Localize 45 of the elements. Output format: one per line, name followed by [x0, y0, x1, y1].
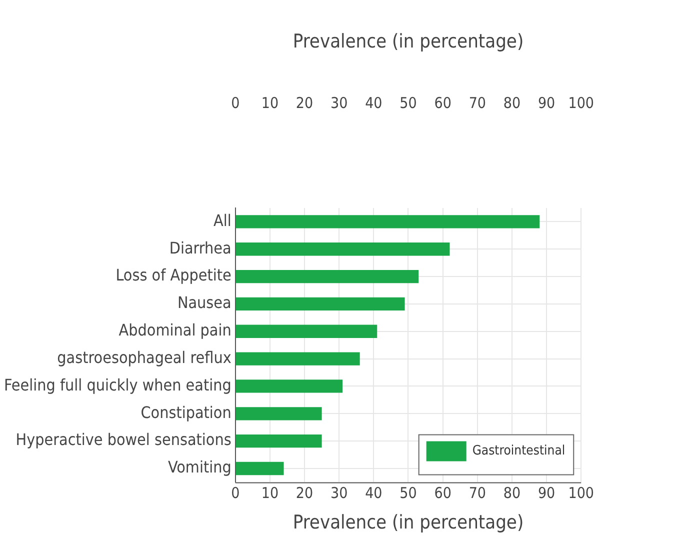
y-tick-label: Vomiting — [168, 458, 232, 477]
y-tick-label: gastroesophageal reflux — [57, 348, 232, 367]
y-tick-label: Diarrhea — [169, 238, 232, 258]
x2-tick-label: 0 — [231, 94, 240, 112]
x2-tick-label: 50 — [400, 94, 417, 112]
bar — [236, 407, 322, 420]
x2-tick-label: 100 — [568, 94, 594, 112]
y-tick-label: Loss of Appetite — [116, 266, 232, 285]
x2-tick-label: 80 — [503, 94, 521, 112]
x2-tick-label: 30 — [330, 94, 348, 112]
bar — [236, 462, 284, 476]
x-tick-label: 70 — [468, 484, 486, 502]
y-tick-label: All — [214, 210, 232, 230]
bar — [236, 242, 450, 256]
x-tick-label: 90 — [538, 484, 556, 502]
x2-tick-label: 10 — [261, 94, 279, 112]
x2-tick-label: 40 — [365, 94, 382, 112]
x2-axis-title: Prevalence (in percentage) — [292, 30, 524, 52]
x-tick-label: 60 — [434, 484, 452, 502]
y-tick-label: Hyperactive bowel sensations — [16, 430, 232, 450]
x-tick-label: 0 — [231, 484, 240, 502]
x-tick-label: 100 — [568, 484, 594, 502]
y-tick-label: Feeling full quickly when eating — [4, 375, 232, 394]
x2-tick-label: 20 — [296, 94, 314, 112]
x-tick-label: 10 — [261, 484, 279, 502]
x2-tick-label: 60 — [434, 94, 452, 112]
bar — [236, 434, 322, 448]
bar — [236, 270, 419, 284]
x2-tick-label: 70 — [468, 94, 486, 112]
x-tick-label: 30 — [330, 484, 348, 502]
y-tick-label: Nausea — [177, 293, 232, 312]
x-axis-title: Prevalence (in percentage) — [292, 512, 524, 534]
bar — [236, 380, 343, 393]
x-tick-label: 40 — [365, 484, 382, 502]
bar — [236, 352, 360, 366]
x-tick-label: 20 — [296, 484, 314, 502]
legend-label: Gastrointestinal — [472, 444, 566, 459]
x-tick-label: 50 — [400, 484, 417, 502]
x2-tick-label: 90 — [538, 94, 556, 112]
y-tick-label: Constipation — [140, 402, 232, 422]
y-tick-label: Abdominal pain — [118, 320, 232, 340]
bar — [236, 324, 378, 338]
x-tick-label: 80 — [503, 484, 521, 502]
bar — [236, 215, 540, 228]
bar — [236, 297, 405, 311]
